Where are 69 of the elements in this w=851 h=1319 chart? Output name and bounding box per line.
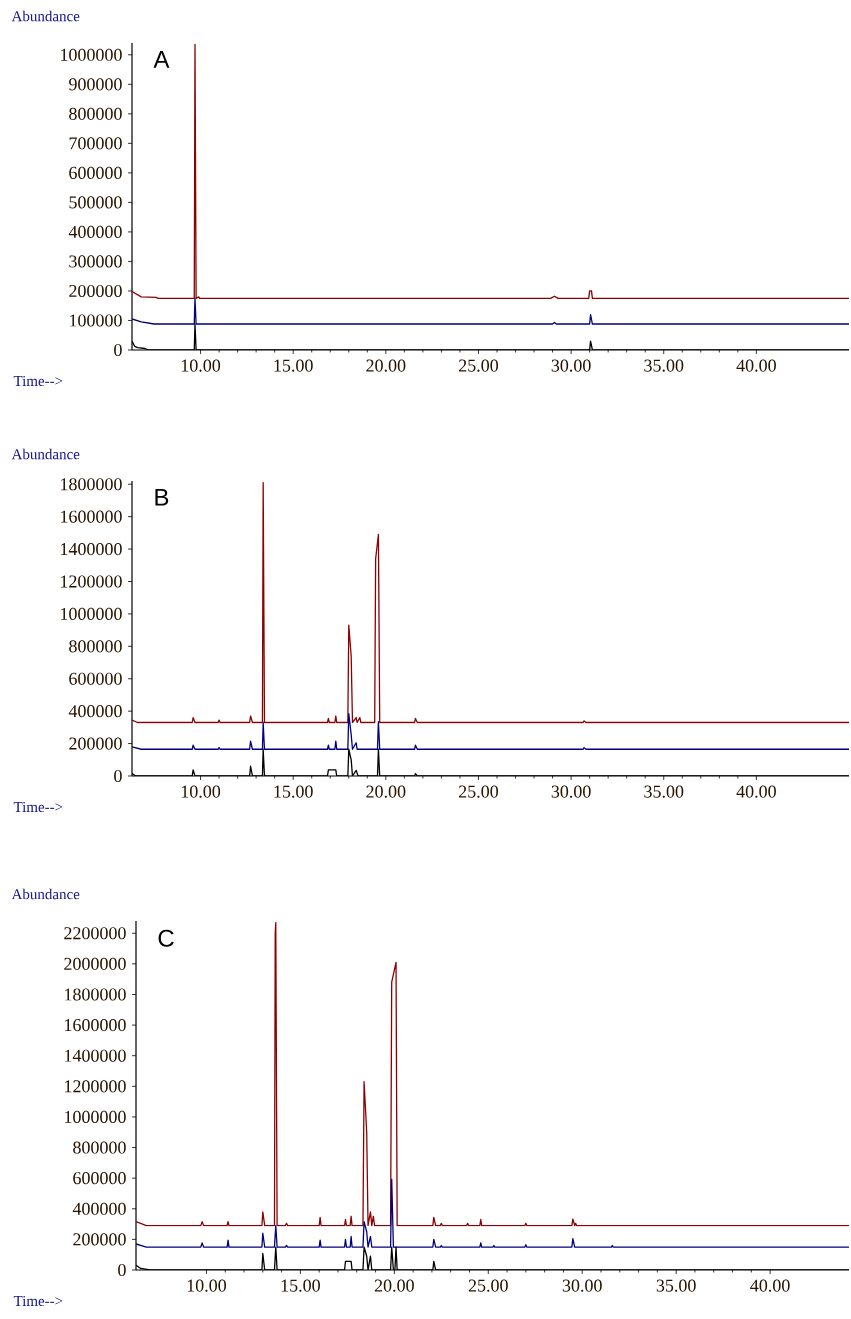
y-tick-label: 2000000: [64, 957, 126, 970]
y-tick-label: 1800000: [61, 478, 122, 491]
y-axis-title: Abundance: [11, 448, 80, 460]
line-series: [136, 921, 850, 1227]
x-tick-label: 25.00: [459, 359, 499, 372]
y-tick-label: 600000: [69, 166, 122, 179]
y-tick-label: 1400000: [61, 543, 122, 556]
x-tick-label: 10.00: [187, 1279, 227, 1292]
y-tick-label: 400000: [68, 705, 122, 718]
line-series: [132, 43, 850, 299]
x-tick-label: 20.00: [366, 359, 406, 372]
x-tick-label: 10.00: [181, 359, 221, 372]
x-tick-label: 10.00: [181, 785, 221, 798]
x-axis-title: Time-->: [13, 375, 63, 387]
x-tick-label: 30.00: [551, 785, 591, 798]
x-tick-label: 25.00: [459, 785, 499, 798]
y-tick-label: 200000: [69, 284, 122, 298]
y-tick-label: 900000: [69, 78, 122, 91]
y-tick-label: 2200000: [64, 927, 126, 940]
y-tick-label: 1600000: [65, 1019, 126, 1032]
y-tick-label: 0: [118, 1263, 126, 1277]
x-axis-title: Time-->: [13, 801, 63, 813]
x-tick-label: 35.00: [644, 785, 684, 798]
y-tick-label: 300000: [69, 255, 122, 268]
y-axis-title: Abundance: [11, 888, 80, 900]
line-series: [132, 481, 850, 724]
y-tick-label: 1000000: [65, 1110, 126, 1123]
x-axis-title: Time-->: [13, 1295, 63, 1307]
y-tick-label: 700000: [69, 137, 122, 150]
y-tick-label: 1200000: [61, 575, 122, 588]
x-tick-label: 30.00: [551, 359, 591, 372]
y-tick-label: 500000: [69, 196, 122, 209]
y-tick-label: 1200000: [65, 1080, 126, 1093]
y-tick-label: 200000: [73, 1233, 126, 1246]
x-tick-label: 30.00: [562, 1279, 602, 1292]
x-tick-label: 20.00: [366, 785, 406, 798]
y-tick-label: 200000: [69, 737, 122, 750]
y-tick-label: 800000: [69, 640, 122, 653]
x-tick-label: 40.00: [750, 1279, 790, 1292]
y-tick-label: 400000: [68, 225, 122, 238]
y-tick-label: 100000: [70, 314, 122, 327]
y-tick-label: 0: [114, 343, 122, 357]
y-tick-label: 600000: [73, 1172, 126, 1185]
y-tick-label: 1000000: [61, 607, 122, 620]
annotation: A: [153, 51, 170, 68]
x-tick-label: 40.00: [736, 785, 776, 798]
line-series: [132, 712, 850, 750]
y-tick-label: 0: [114, 769, 122, 783]
y-tick-label: 1600000: [61, 510, 122, 523]
line-series: [132, 297, 850, 325]
y-axis-title: Abundance: [11, 10, 80, 22]
x-tick-label: 15.00: [274, 785, 313, 798]
y-tick-label: 1000000: [61, 48, 122, 61]
x-tick-label: 40.00: [736, 359, 776, 372]
y-tick-label: 1400000: [65, 1049, 126, 1062]
annotation: B: [155, 488, 169, 506]
x-tick-label: 35.00: [644, 359, 684, 372]
x-tick-label: 25.00: [468, 1279, 508, 1292]
y-tick-label: 1800000: [65, 988, 126, 1001]
annotation: C: [158, 929, 174, 947]
x-tick-label: 35.00: [656, 1279, 696, 1292]
x-tick-label: 15.00: [274, 359, 313, 372]
y-tick-label: 400000: [72, 1202, 126, 1215]
x-tick-label: 15.00: [281, 1279, 320, 1292]
x-tick-label: 20.00: [374, 1279, 414, 1292]
line-series: [136, 1178, 850, 1248]
y-tick-label: 800000: [73, 1141, 126, 1154]
y-tick-label: 600000: [69, 672, 122, 685]
y-tick-label: 800000: [69, 107, 122, 120]
